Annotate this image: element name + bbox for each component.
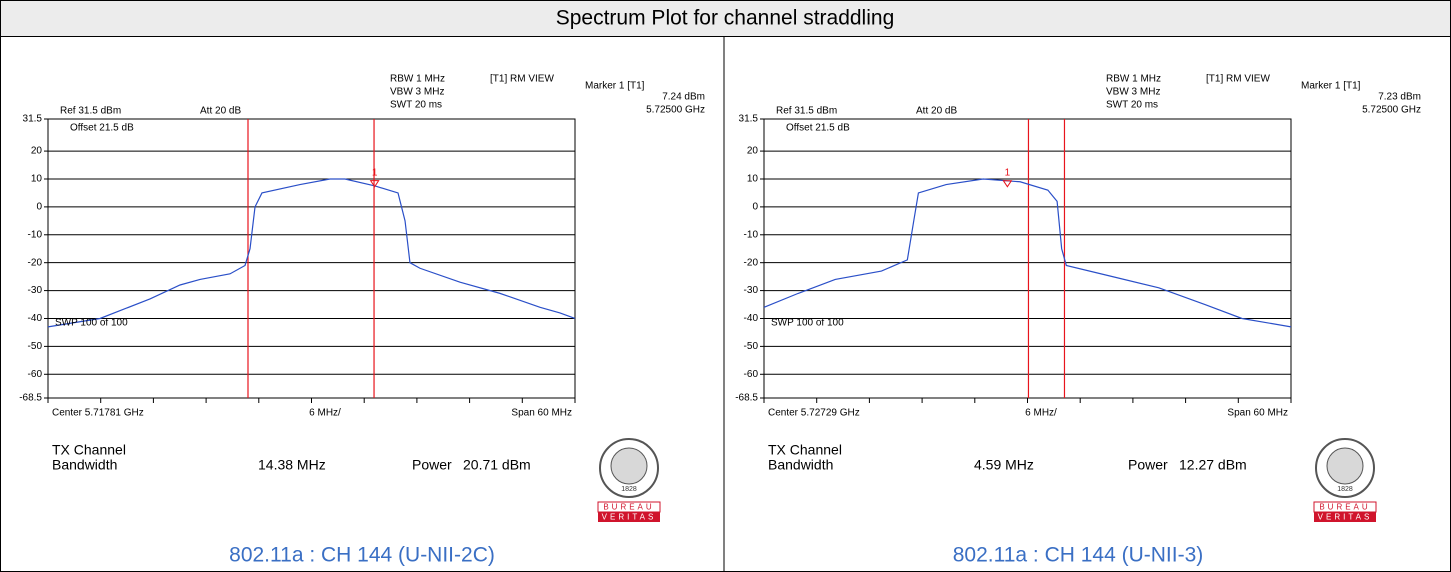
span: Span 60 MHz [1227,408,1288,419]
division: 6 MHz/ [309,408,341,419]
logo-bottom-box [598,512,660,522]
y-tick-label: -40 [28,313,43,324]
y-tick-label: 20 [747,146,759,157]
y-tick-label: -30 [28,285,43,296]
y-tick-label: 10 [31,174,43,185]
logo-bottom: VERITAS [1318,513,1373,522]
y-tick-label: -10 [744,229,759,240]
attenuation: Att 20 dB [200,106,241,117]
y-tick-label: -68.5 [19,393,42,404]
y-tick-label: 0 [36,202,42,213]
attenuation: Att 20 dB [916,106,957,117]
caption: 802.11a : CH 144 (U-NII-2C) [229,544,495,567]
logo-emblem [1326,447,1364,485]
y-tick-label: -60 [28,369,43,380]
marker-frequency: 5.72500 GHz [646,105,705,116]
sweep-count: SWP 100 of 100 [771,318,844,329]
offset: Offset 21.5 dB [70,123,134,134]
center-frequency: Center 5.72729 GHz [768,408,860,419]
marker-title: Marker 1 [T1] [585,81,645,92]
rbw: RBW 1 MHz [1106,74,1161,85]
offset: Offset 21.5 dB [786,123,850,134]
y-tick-label: -50 [28,341,43,352]
division: 6 MHz/ [1025,408,1057,419]
power-label: Power [1128,457,1168,473]
logo-emblem [610,447,648,485]
caption: 802.11a : CH 144 (U-NII-3) [953,544,1204,567]
rbw: RBW 1 MHz [390,74,445,85]
spectrum-trace [763,178,1292,328]
bandwidth-label: Bandwidth [52,457,117,473]
marker-label: 1 [1005,167,1011,178]
logo-top: BUREAU [603,503,654,512]
swt: SWT 20 ms [1106,100,1158,111]
marker [1002,180,1013,188]
marker-title: Marker 1 [T1] [1301,81,1361,92]
y-tick-label: 10 [747,174,759,185]
trace-mode: [T1] RM VIEW [490,74,554,85]
logo-top: BUREAU [1319,503,1370,512]
y-tick-label: 0 [752,202,758,213]
y-tick-label: -10 [28,229,43,240]
reference-level: Ref 31.5 dBm [776,106,837,117]
y-tick-label: 31.5 [23,114,43,125]
marker-label: 1 [372,167,378,178]
power: 20.71 dBm [463,457,531,473]
y-tick-label: -20 [744,257,759,268]
bandwidth: 14.38 MHz [258,457,326,473]
y-tick-label: -20 [28,257,43,268]
y-tick-label: -50 [744,341,759,352]
tx-channel-label: TX Channel [52,442,126,458]
y-tick-label: -68.5 [735,393,758,404]
reference-level: Ref 31.5 dBm [60,106,121,117]
power-label: Power [412,457,452,473]
page-title: Spectrum Plot for channel straddling [556,7,895,30]
trace-mode: [T1] RM VIEW [1206,74,1270,85]
y-tick-label: -60 [744,369,759,380]
logo-year: 1828 [621,486,637,493]
swt: SWT 20 ms [390,100,442,111]
title-bar [0,0,1451,37]
sweep-count: SWP 100 of 100 [55,318,128,329]
bandwidth: 4.59 MHz [974,457,1034,473]
plot-frame [47,118,576,399]
plot-frame [763,118,1292,399]
logo-bottom-box [1314,512,1376,522]
y-tick-label: 31.5 [739,114,759,125]
vbw: VBW 3 MHz [1106,87,1160,98]
vbw: VBW 3 MHz [390,87,444,98]
span: Span 60 MHz [511,408,572,419]
spectrum-trace [47,178,576,328]
marker-frequency: 5.72500 GHz [1362,105,1421,116]
logo-year: 1828 [1337,486,1353,493]
marker-level: 7.23 dBm [1378,92,1421,103]
marker [369,180,380,188]
y-tick-label: -40 [744,313,759,324]
tx-channel-label: TX Channel [768,442,842,458]
bandwidth-label: Bandwidth [768,457,833,473]
center-frequency: Center 5.71781 GHz [52,408,144,419]
y-tick-label: -30 [744,285,759,296]
y-tick-label: 20 [31,146,43,157]
logo-bottom: VERITAS [602,513,657,522]
power: 12.27 dBm [1179,457,1247,473]
marker-level: 7.24 dBm [662,92,705,103]
